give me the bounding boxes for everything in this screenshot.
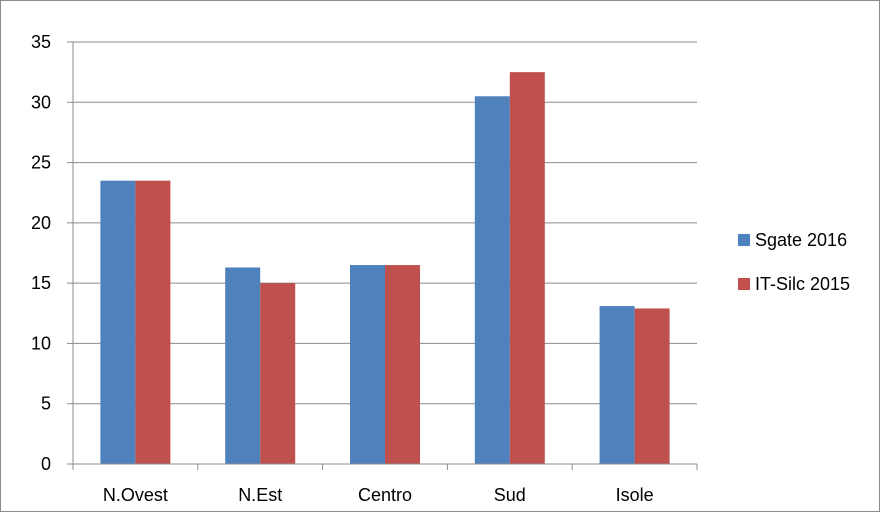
x-tick-label: Sud [494, 485, 526, 505]
y-axis: 0 5 10 15 20 25 30 35 [31, 32, 74, 474]
bar-series-1-nest [225, 267, 261, 464]
bar-series-2-nest [260, 283, 296, 464]
x-tick-label: Centro [358, 485, 412, 505]
x-tick-label: N.Est [238, 485, 282, 505]
legend-label: IT-Silc 2015 [755, 274, 850, 294]
x-tick-label: Isole [616, 485, 654, 505]
y-tick-label: 10 [31, 333, 51, 353]
bar-series-1-isole [599, 306, 635, 464]
bar-series-1-novest [100, 180, 136, 464]
legend: Sgate 2016 IT-Silc 2015 [738, 230, 850, 294]
legend-label: Sgate 2016 [755, 230, 847, 250]
x-axis: N.Ovest N.Est Centro Sud Isole [72, 463, 698, 505]
bar-series-1-sud [474, 96, 510, 464]
y-tick-label: 5 [41, 394, 51, 414]
y-tick-label: 30 [31, 92, 51, 112]
bar-series-2-novest [135, 180, 171, 464]
x-tick-label: N.Ovest [103, 485, 168, 505]
bar-series-2-isole [634, 308, 670, 464]
y-tick-label: 35 [31, 32, 51, 52]
y-tick-label: 25 [31, 153, 51, 173]
legend-swatch [738, 234, 750, 246]
bar-series-1-centro [350, 265, 385, 464]
bars [100, 72, 670, 465]
y-tick-label: 20 [31, 213, 51, 233]
y-tick-label: 15 [31, 273, 51, 293]
legend-swatch [738, 278, 750, 290]
y-tick-label: 0 [41, 454, 51, 474]
bar-series-2-centro [385, 265, 420, 464]
bar-series-2-sud [509, 72, 545, 465]
